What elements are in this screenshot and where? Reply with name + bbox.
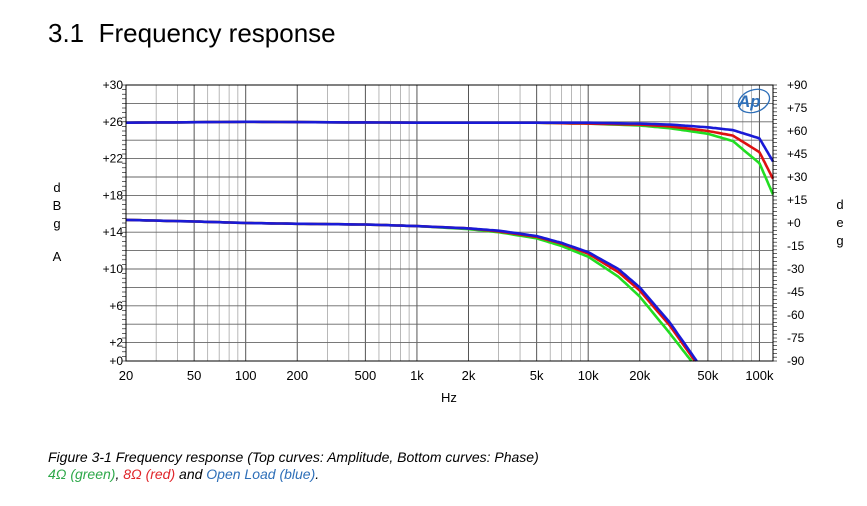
x-tick-label: 5k (530, 368, 544, 383)
caption-red: 8Ω (red) (123, 466, 176, 482)
curve-4ω-phase (125, 218, 693, 362)
right-tick-label: -60 (787, 308, 805, 322)
section-heading: 3.1 Frequency response (48, 18, 336, 49)
figure-caption: Figure 3-1 Frequency response (Top curve… (48, 449, 539, 483)
right-axis-label-letter: g (836, 233, 843, 248)
left-tick-label: +10 (103, 262, 124, 276)
right-tick-label: -75 (787, 331, 805, 345)
x-axis-label: Hz (441, 390, 457, 405)
section-title: Frequency response (98, 18, 336, 48)
curve-4ω (125, 120, 775, 196)
right-tick-label: +0 (787, 216, 801, 230)
caption-line-1: Figure 3-1 Frequency response (Top curve… (48, 449, 539, 465)
right-tick-label: -15 (787, 239, 805, 253)
right-tick-label: +75 (787, 101, 808, 115)
caption-sep-1: , (115, 466, 124, 482)
caption-line-2: 4Ω (green), 8Ω (red) and Open Load (blue… (48, 466, 539, 483)
section-number: 3.1 (48, 18, 85, 48)
left-tick-label: +0 (109, 354, 123, 368)
caption-blue: Open Load (blue) (206, 466, 316, 482)
ap-logo: Ap (737, 88, 771, 114)
left-axis-label: dBg A (53, 180, 62, 264)
left-axis-label-letter: g (53, 216, 60, 231)
left-axis-label-letter: A (53, 249, 62, 264)
x-tick-label: 10k (578, 368, 599, 383)
right-axis-label-letter: e (836, 215, 843, 230)
right-tick-label: +90 (787, 78, 808, 92)
left-tick-label: +2 (109, 336, 123, 350)
right-tick-label: +60 (787, 124, 808, 138)
frequency-response-chart: 20 50 100 200 500 1k 2k 5k 10k 20k 50k 100k +0+2+6+… (53, 78, 844, 405)
x-tick-label: 100 (235, 368, 257, 383)
curve-8ω-phase (125, 218, 696, 362)
x-tick-label: 50k (697, 368, 718, 383)
ap-logo-text: Ap (737, 92, 761, 111)
caption-end: . (315, 466, 320, 482)
x-tick-label: 100k (745, 368, 774, 383)
right-tick-label: +30 (787, 170, 808, 184)
right-axis-label: deg (836, 197, 843, 248)
left-tick-labels: +0 +2 +6 +10 +14 +18 +22 +26 +30 (103, 78, 124, 368)
axis-ticks (122, 84, 777, 362)
ap-logo-swoosh (737, 88, 771, 114)
caption-sep-2: and (175, 466, 207, 482)
left-tick-label: +6 (109, 299, 123, 313)
x-tick-label: 20 (119, 368, 133, 383)
x-tick-label: 200 (286, 368, 308, 383)
x-tick-labels: 20 50 100 200 500 1k 2k 5k 10k 20k 50k 100k (119, 368, 774, 383)
x-tick-label: 500 (355, 368, 377, 383)
x-tick-label: 2k (462, 368, 476, 383)
left-tick-label: +14 (103, 225, 124, 239)
x-tick-label: 50 (187, 368, 201, 383)
left-tick-label: +18 (103, 188, 124, 202)
right-tick-label: -45 (787, 285, 805, 299)
right-tick-labels: +90 +75 +60 +45 +30 +15 +0 -15 -30 -45 -60 -75 -90 (787, 78, 808, 368)
right-tick-label: -30 (787, 262, 805, 276)
left-axis-label-letter: d (53, 180, 60, 195)
left-tick-label: +22 (103, 152, 124, 166)
right-tick-label: -90 (787, 354, 805, 368)
x-tick-label: 1k (410, 368, 424, 383)
curve-open-load-phase (125, 218, 698, 362)
left-tick-label: +30 (103, 78, 124, 92)
left-tick-label: +26 (103, 115, 124, 129)
left-axis-label-letter: B (53, 198, 62, 213)
plot-frame (125, 84, 774, 362)
caption-green: 4Ω (green) (48, 466, 116, 482)
right-tick-label: +15 (787, 193, 808, 207)
curves (125, 120, 775, 362)
right-axis-label-letter: d (836, 197, 843, 212)
right-tick-label: +45 (787, 147, 808, 161)
x-tick-label: 20k (629, 368, 650, 383)
curve-open-load (125, 120, 775, 163)
